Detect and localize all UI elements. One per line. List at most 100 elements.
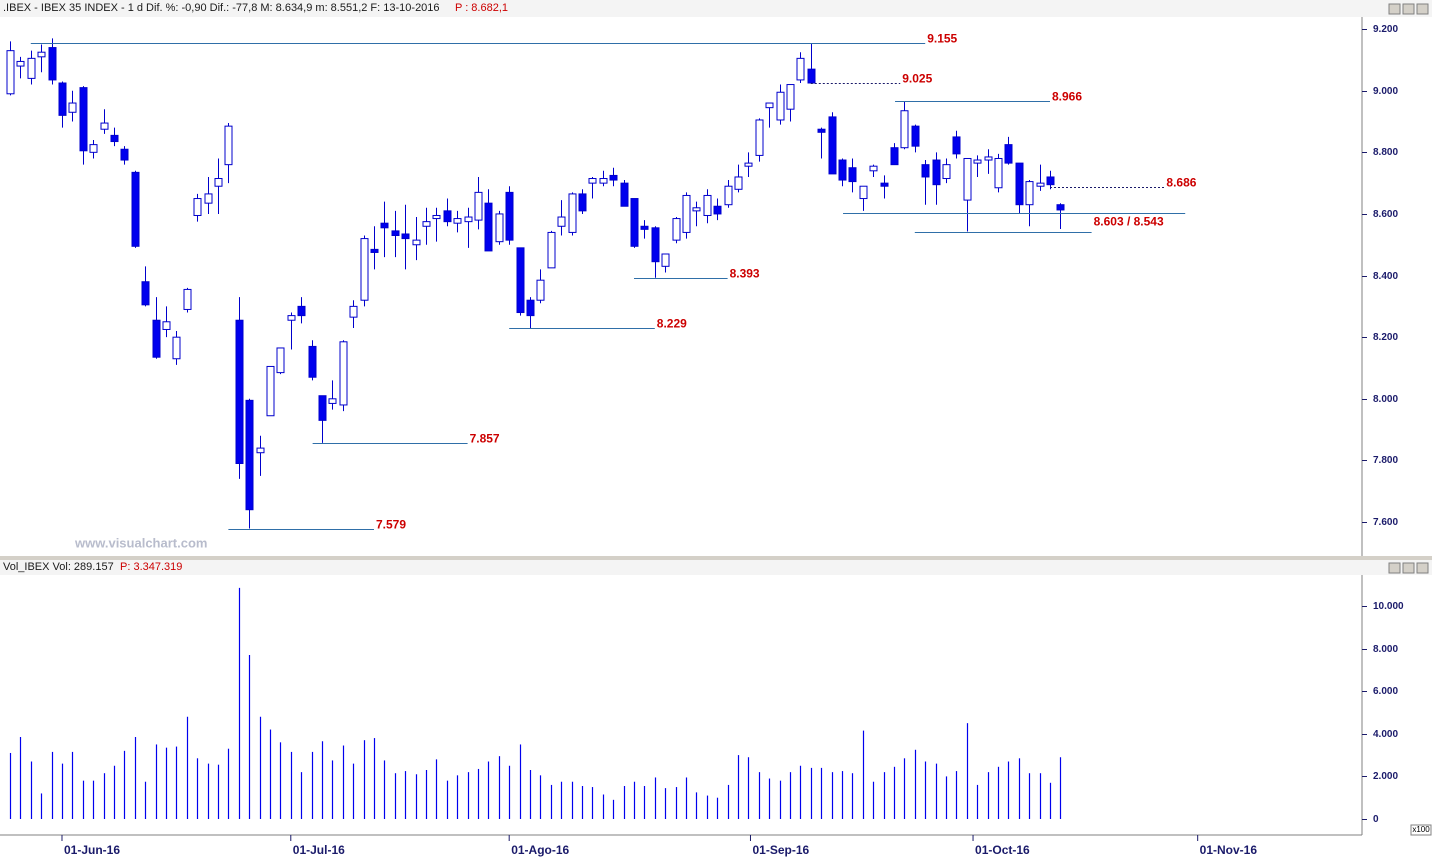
maximize-button[interactable]	[1402, 3, 1415, 15]
candle-body	[1015, 162, 1024, 206]
level-label: 7.857	[470, 432, 500, 446]
candle-body	[599, 178, 608, 184]
y-tick-label: 8.200	[1373, 332, 1398, 343]
candle-body	[287, 315, 296, 321]
x-tick-label: 01-Jun-16	[64, 843, 120, 857]
candle-body	[838, 159, 847, 181]
candle-body	[443, 210, 452, 223]
candle-body	[380, 222, 389, 229]
candle-body	[432, 214, 441, 220]
y-tick-label: 4.000	[1373, 729, 1398, 740]
candle-body	[932, 159, 941, 186]
candle-body	[869, 165, 878, 172]
candle-body	[734, 176, 743, 190]
candle-body	[900, 110, 909, 149]
x-tick-label: 01-Jul-16	[293, 843, 345, 857]
candle-body	[349, 305, 358, 318]
candle-body	[474, 191, 483, 221]
level-label: 8.393	[730, 267, 760, 281]
candle-body	[692, 207, 701, 212]
x-tick-label: 01-Nov-16	[1200, 843, 1258, 857]
candle-body	[859, 185, 868, 200]
candle-body	[276, 347, 285, 374]
candle-body	[48, 47, 57, 81]
candle-body	[505, 191, 514, 241]
candle-body	[308, 345, 317, 378]
maximize-button[interactable]	[1402, 562, 1415, 574]
candle-body	[89, 144, 98, 153]
close-button[interactable]	[1416, 3, 1429, 15]
candle-body	[58, 82, 67, 116]
y-tick-label: 8.400	[1373, 271, 1398, 282]
candle-body	[245, 399, 254, 511]
y-tick-label: 10.000	[1373, 601, 1404, 612]
window-buttons[interactable]	[1388, 3, 1429, 574]
candle-body	[672, 218, 681, 241]
candle-body	[557, 216, 566, 227]
minimize-button[interactable]	[1388, 3, 1401, 15]
candle-body	[963, 157, 972, 201]
candle-body	[37, 51, 46, 58]
watermark: www.visualchart.com	[74, 535, 207, 550]
level-label: 9.155	[927, 32, 957, 46]
level-label: 7.579	[376, 518, 406, 532]
candle-body	[661, 253, 670, 267]
y-tick-label: 8.000	[1373, 394, 1398, 405]
level-label: 8.603 / 8.543	[1094, 214, 1164, 228]
x-tick-label: 01-Oct-16	[975, 843, 1030, 857]
candle-body	[68, 102, 77, 113]
candle-body	[360, 238, 369, 301]
candle-body	[204, 193, 213, 204]
y-tick-label: 0	[1373, 814, 1379, 825]
y-tick-label: 6.000	[1373, 686, 1398, 697]
candle-body	[516, 247, 525, 314]
y-tick-label: 9.000	[1373, 86, 1398, 97]
candle-body	[183, 288, 192, 310]
candle-body	[162, 321, 171, 330]
candle-body	[942, 164, 951, 180]
candle-body	[16, 60, 25, 67]
candle-body	[100, 122, 109, 130]
candle-body	[713, 205, 722, 215]
candle-body	[682, 194, 691, 233]
level-label: 9.025	[902, 72, 932, 86]
close-button[interactable]	[1416, 562, 1429, 574]
candle-body	[703, 194, 712, 216]
candle-body	[952, 136, 961, 155]
candle-body	[453, 218, 462, 224]
candle-body	[994, 157, 1003, 189]
candle-body	[848, 167, 857, 183]
price-header: .IBEX - IBEX 35 INDEX - 1 d Dif. %: -0,9…	[3, 2, 440, 14]
candle-body	[828, 116, 837, 175]
y-tick-label: 8.800	[1373, 147, 1398, 158]
candle-body	[318, 395, 327, 421]
candle-body	[755, 119, 764, 156]
candle-body	[391, 230, 400, 237]
minimize-button[interactable]	[1388, 562, 1401, 574]
candle-body	[193, 198, 202, 216]
candle-body	[1025, 181, 1034, 206]
candle-body	[807, 68, 816, 84]
y-tick-label: 8.600	[1373, 209, 1398, 220]
candle-body	[817, 128, 826, 133]
candle-body	[588, 178, 597, 184]
candle-body	[401, 233, 410, 240]
candle-body	[152, 319, 161, 358]
volume-header: Vol_IBEX Vol: 289.157	[3, 561, 114, 573]
candle-body	[328, 398, 337, 404]
candle-body	[651, 227, 660, 263]
panel-separator	[0, 556, 1432, 560]
level-label: 8.229	[657, 317, 687, 331]
y-tick-label: 2.000	[1373, 771, 1398, 782]
candle-body	[547, 231, 556, 269]
candle-body	[1056, 204, 1065, 211]
candle-body	[640, 225, 649, 230]
candle-body	[6, 50, 15, 95]
candle-body	[765, 102, 774, 109]
candle-body	[141, 281, 150, 306]
volume-header-value: P: 3.347.319	[120, 561, 182, 573]
candle-body	[609, 174, 618, 181]
price-header-value: P : 8.682,1	[455, 2, 508, 14]
y-tick-label: 7.800	[1373, 455, 1398, 466]
candle-body	[911, 125, 920, 147]
